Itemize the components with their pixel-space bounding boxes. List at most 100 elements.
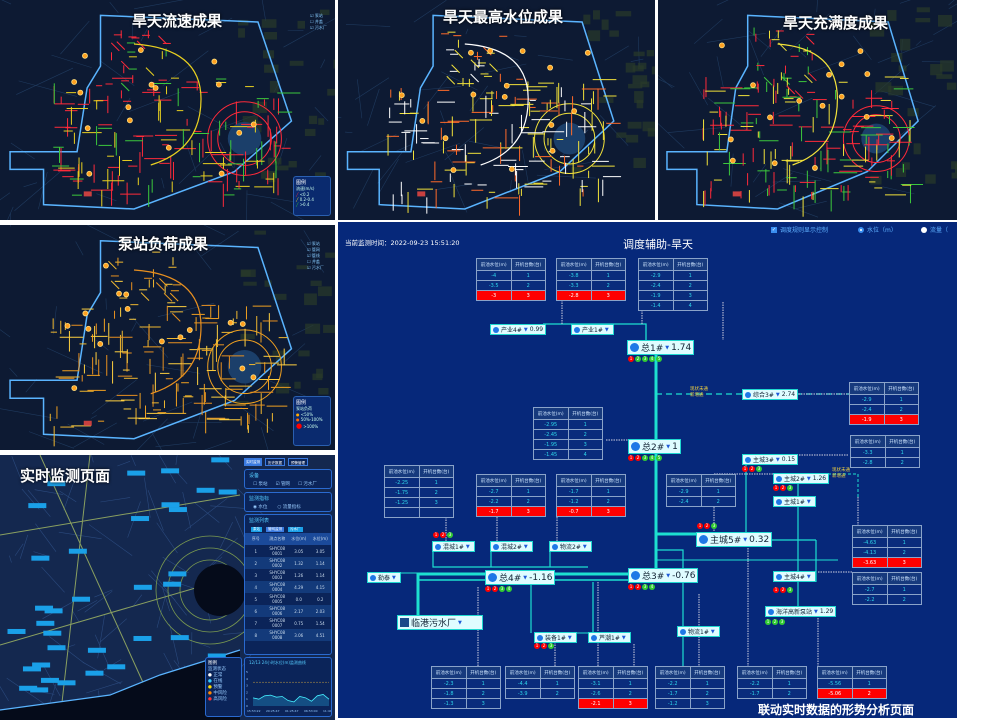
- caret-down-icon[interactable]: ▼: [710, 628, 715, 635]
- list-tab[interactable]: 管网监测: [266, 527, 284, 532]
- tab-warning[interactable]: 预警管理: [288, 458, 308, 466]
- monitor-point-tag[interactable]: [131, 516, 150, 522]
- pump-station-node[interactable]: 产业4# ▼ 0.99: [490, 324, 547, 335]
- table-row[interactable]: 8 SHYC08 0008 3.06 4.51: [245, 629, 331, 641]
- caret-down-icon[interactable]: ▼: [458, 619, 462, 626]
- pump-station-node[interactable]: 主城4# ▼: [773, 571, 816, 582]
- pump-station-node[interactable]: 总2# ▼ 1: [628, 439, 681, 454]
- pump-station-node[interactable]: 总3# ▼ -0.76: [628, 568, 699, 583]
- caret-down-icon[interactable]: ▼: [523, 543, 528, 550]
- monitor-point-tag[interactable]: [170, 635, 189, 641]
- monitor-map[interactable]: [0, 455, 335, 720]
- pump-station-node[interactable]: 勒泰 ▼: [367, 572, 401, 583]
- table-row[interactable]: 1 SHYC08 0001 3.05 3.05: [245, 545, 331, 557]
- indicator-radio[interactable]: ○ 流量指标: [277, 505, 301, 510]
- monitor-point-tag[interactable]: [57, 680, 76, 686]
- monitor-point-tag[interactable]: [35, 605, 54, 611]
- monitor-point-tag[interactable]: [161, 468, 180, 474]
- pump-station-node[interactable]: 综合3# ▼ 2.74: [742, 389, 799, 400]
- table-row[interactable]: 5 SHYC08 0005 0.0 0.2: [245, 593, 331, 605]
- monitor-point-tag[interactable]: [85, 670, 104, 676]
- monitor-point-tag[interactable]: [47, 481, 66, 487]
- monitor-point-tag[interactable]: [133, 584, 152, 590]
- realtime-monitor-panel[interactable]: 实时监测页面 实时监测 历史数据 预警管理 设备 ☐ 泵站 ☑ 管网 ☐ 污水厂 监…: [0, 455, 335, 720]
- monitor-point-tag[interactable]: [72, 596, 91, 602]
- device-checkbox[interactable]: ☑ 管网: [275, 482, 290, 487]
- monitor-point-tag[interactable]: [87, 647, 106, 653]
- list-tab[interactable]: 泵站: [251, 527, 262, 532]
- table-row[interactable]: 3 SHYC08 0003 1.26 1.14: [245, 569, 331, 581]
- indicator-radio[interactable]: ◉ 水位: [253, 505, 268, 510]
- monitor-point-tag[interactable]: [211, 457, 230, 463]
- caret-down-icon[interactable]: ▼: [582, 543, 587, 550]
- caret-down-icon[interactable]: ▼: [567, 634, 572, 641]
- pump-station-node[interactable]: 主城2# ▼ 1.26: [773, 473, 830, 484]
- caret-down-icon[interactable]: ▼: [806, 573, 811, 580]
- caret-down-icon[interactable]: ▼: [806, 498, 811, 505]
- caret-down-icon[interactable]: ▼: [666, 443, 671, 450]
- pump-station-node[interactable]: 临港污水厂 ▼: [397, 615, 483, 630]
- caret-down-icon[interactable]: ▼: [392, 574, 396, 581]
- monitor-point-tag[interactable]: [163, 581, 182, 587]
- caret-down-icon[interactable]: ▼: [523, 326, 528, 333]
- monitor-point-tag[interactable]: [68, 548, 87, 554]
- pump-station-node[interactable]: 混城2# ▼: [490, 541, 533, 552]
- monitor-point-tag[interactable]: [32, 662, 51, 668]
- caret-down-icon[interactable]: ▼: [775, 391, 780, 398]
- caret-down-icon[interactable]: ▼: [665, 344, 670, 351]
- table-row[interactable]: 6 SHYC08 0006 2.17 2.03: [245, 605, 331, 617]
- layer-toggle[interactable]: ☑ 泵站 ☐ 井盖 ☑ 污水厂: [310, 13, 327, 30]
- monitor-point-tag[interactable]: [44, 608, 63, 614]
- pipe-network-map[interactable]: [338, 0, 655, 220]
- monitor-point-tag[interactable]: [207, 653, 226, 659]
- list-tab[interactable]: 污水厂: [288, 527, 303, 532]
- radio-water-level[interactable]: 水位（m）: [858, 225, 897, 234]
- pump-station-node[interactable]: 混城1# ▼: [432, 541, 475, 552]
- monitor-point-tag[interactable]: [43, 630, 62, 636]
- monitor-point-tag[interactable]: [22, 666, 41, 672]
- monitor-point-tag[interactable]: [47, 645, 66, 651]
- table-row[interactable]: 4 SHYC08 0004 4.29 4.15: [245, 581, 331, 593]
- monitor-point-tag[interactable]: [133, 635, 152, 641]
- caret-down-icon[interactable]: ▼: [465, 543, 470, 550]
- tab-history[interactable]: 历史数据: [265, 458, 285, 466]
- caret-down-icon[interactable]: ▼: [666, 572, 671, 579]
- monitor-point-tag[interactable]: [7, 628, 26, 634]
- table-row[interactable]: 2 SHYC08 0002 1.32 1.14: [245, 557, 331, 569]
- table-row[interactable]: 7 SHYC08 0007 0.75 1.54: [245, 617, 331, 629]
- rule-display-checkbox[interactable]: ✓ 调度规则显示控制: [771, 226, 829, 234]
- device-checkbox[interactable]: ☐ 污水厂: [297, 482, 317, 487]
- pump-station-node[interactable]: 物流2# ▼: [549, 541, 592, 552]
- map-panel-pump-load[interactable]: 泵站负荷成果: [0, 225, 335, 450]
- monitor-point-tag[interactable]: [31, 555, 50, 561]
- monitor-point-tag[interactable]: [107, 664, 126, 670]
- caret-down-icon[interactable]: ▼: [806, 475, 811, 482]
- monitor-point-tag[interactable]: [30, 687, 49, 693]
- pipe-network-map[interactable]: [0, 225, 335, 450]
- pump-station-node[interactable]: 主城1# ▼: [773, 496, 816, 507]
- monitor-point-tag[interactable]: [127, 470, 146, 476]
- monitor-point-tag[interactable]: [19, 685, 38, 691]
- map-panel-fullness[interactable]: 旱天充满度成果: [658, 0, 957, 220]
- radio-flow[interactable]: 流量（: [921, 225, 948, 234]
- pipe-network-map[interactable]: [658, 0, 957, 220]
- pump-station-node[interactable]: 芦潮1# ▼: [588, 632, 631, 643]
- layer-toggle[interactable]: ☑ 泵站 ☑ 管网 ☑ 管线 ☐ 井盖 ☑ 污水厂: [307, 241, 324, 270]
- pump-station-node[interactable]: 产业1# ▼: [571, 324, 614, 335]
- pump-station-node[interactable]: 装备1# ▼: [534, 632, 577, 643]
- monitor-point-tag[interactable]: [196, 487, 215, 493]
- monitor-point-tag[interactable]: [168, 571, 187, 577]
- pump-station-node[interactable]: 总1# ▼ 1.74: [627, 340, 695, 355]
- pump-station-node[interactable]: 主城5# ▼ 0.32: [696, 532, 773, 547]
- caret-down-icon[interactable]: ▼: [743, 536, 748, 543]
- device-checkbox[interactable]: ☐ 泵站: [253, 482, 268, 487]
- monitor-point-tag[interactable]: [40, 677, 59, 683]
- map-panel-max-water-level[interactable]: 旱天最高水位成果: [338, 0, 655, 220]
- pump-station-node[interactable]: 总4# ▼ -1.16: [485, 570, 556, 585]
- tab-realtime[interactable]: 实时监测: [244, 458, 262, 466]
- caret-down-icon[interactable]: ▼: [621, 634, 626, 641]
- monitor-point-tag[interactable]: [36, 620, 55, 626]
- monitor-point-tag[interactable]: [161, 502, 180, 508]
- caret-down-icon[interactable]: ▼: [814, 608, 818, 615]
- pump-station-node[interactable]: 主城3# ▼ 0.15: [742, 454, 799, 465]
